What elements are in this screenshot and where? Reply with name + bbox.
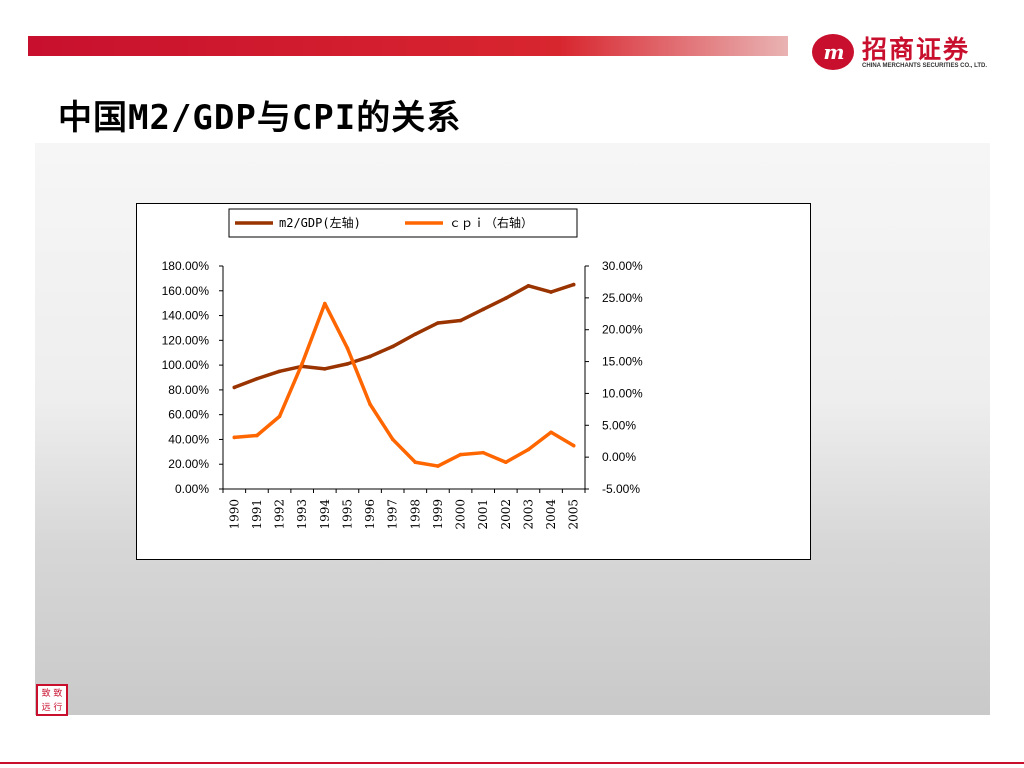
x-tick-label: 2001 [476,499,490,530]
page-title: 中国M2/GDP与CPI的关系 [58,98,462,138]
legend-label-m2-gdp: m2/GDP(左轴) [279,215,361,230]
point-m2-gdp [323,367,327,371]
x-tick-label: 1991 [250,499,264,530]
point-m2-gdp [255,376,259,381]
point-cpi [549,430,553,435]
point-cpi [323,301,327,306]
point-m2-gdp [436,321,440,325]
point-cpi [232,435,237,440]
x-tick-label: 1994 [318,499,332,530]
point-m2-gdp [526,284,531,288]
point-m2-gdp [232,385,237,390]
right-tick-label: -5.00% [602,482,640,496]
left-tick-label: 60.00% [168,408,209,422]
x-tick-label: 2003 [521,499,535,530]
header-accent-bar [28,36,788,56]
left-tick-label: 180.00% [162,259,210,273]
point-cpi [413,460,418,465]
x-tick-label: 1995 [340,499,354,530]
right-tick-label: 20.00% [602,323,643,337]
point-m2-gdp [458,318,463,323]
point-cpi [390,437,395,442]
logo-english-name: CHINA MERCHANTS SECURITIES CO., LTD. [862,63,988,69]
point-m2-gdp [390,344,395,349]
x-tick-label: 2002 [499,499,513,530]
left-tick-label: 100.00% [162,358,210,372]
left-tick-label: 160.00% [162,284,210,298]
left-tick-label: 0.00% [175,482,209,496]
right-tick-label: 10.00% [602,386,643,400]
legend-label-cpi: ｃｐｉ（右轴） [449,215,533,230]
point-cpi [300,361,304,366]
point-cpi [368,402,372,407]
legend-box [228,208,578,238]
point-m2-gdp [481,307,485,312]
point-cpi [526,447,531,452]
left-tick-label: 120.00% [162,333,210,347]
line-chart: 180.00% 160.00% 140.00% 120.00% 100.00% 80.00… [162,208,643,530]
point-cpi [571,443,576,448]
right-tick-label: 15.00% [602,355,643,369]
x-tick-label: 2000 [454,499,468,530]
point-cpi [504,460,508,465]
right-tick-label: 25.00% [602,291,643,305]
point-m2-gdp [277,369,282,374]
x-tick-label: 1990 [227,499,241,530]
left-tick-label: 140.00% [162,309,210,323]
point-cpi [436,464,440,468]
footer-rule [0,762,1024,764]
x-tick-label: 2005 [567,499,581,530]
point-cpi [345,346,350,350]
x-tick-label: 1998 [408,499,422,530]
right-tick-label: 5.00% [602,418,636,432]
point-cpi [481,450,485,455]
x-tick-label: 2004 [544,499,558,530]
x-tick-label: 1993 [295,499,309,530]
point-m2-gdp [345,362,350,366]
x-tick-label: 1999 [431,499,445,530]
point-m2-gdp [368,354,372,359]
seal-stamp-icon: 致 致远 行 [36,684,68,716]
point-m2-gdp [549,290,553,294]
logo-mark-icon: m [812,34,854,70]
left-tick-label: 40.00% [168,432,209,446]
point-m2-gdp [413,332,418,336]
point-m2-gdp [571,282,576,287]
logo-chinese-name: 招商证券 [862,35,971,64]
point-m2-gdp [504,296,508,301]
chart-container: 180.00% 160.00% 140.00% 120.00% 100.00% 80.00… [136,203,811,560]
point-cpi [255,433,259,438]
company-logo: m 招商证券 CHINA MERCHANTS SECURITIES CO., L… [812,30,997,78]
right-tick-label: 0.00% [602,450,636,464]
point-cpi [277,414,282,419]
left-tick-label: 20.00% [168,457,209,471]
point-cpi [458,452,463,457]
series-line-m2-gdp [232,282,576,390]
x-tick-label: 1997 [386,499,400,530]
series-line-cpi [232,301,576,468]
x-tick-label: 1996 [363,499,377,530]
right-tick-label: 30.00% [602,259,643,273]
x-tick-label: 1992 [273,499,287,530]
left-tick-label: 80.00% [168,383,209,397]
